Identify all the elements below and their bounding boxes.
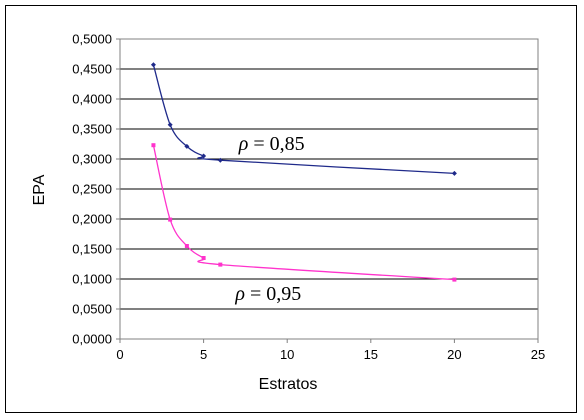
y-tick-label: 0,2500	[72, 182, 112, 197]
x-tick-label: 25	[531, 347, 545, 362]
x-tick-label: 5	[200, 347, 207, 362]
data-point	[185, 244, 189, 248]
data-point	[452, 171, 457, 176]
x-tick-label: 0	[116, 347, 123, 362]
x-axis-ticks: 0 5 10 15 20 25	[116, 339, 545, 362]
y-axis-label: EPA	[31, 174, 48, 205]
rho-annotation-2: ρ = 0,95	[234, 283, 301, 305]
y-tick-label: 0,1000	[72, 272, 112, 287]
data-point	[168, 218, 172, 222]
y-tick-label: 0,1500	[72, 242, 112, 257]
y-tick-label: 0,0000	[72, 332, 112, 347]
grid-lines	[120, 69, 538, 309]
y-tick-label: 0,5000	[72, 32, 112, 47]
y-tick-label: 0,2000	[72, 212, 112, 227]
data-point	[168, 122, 173, 127]
data-point	[218, 263, 222, 267]
y-tick-label: 0,4000	[72, 92, 112, 107]
data-point	[218, 158, 223, 163]
x-tick-label: 15	[364, 347, 378, 362]
x-tick-label: 10	[280, 347, 294, 362]
data-point	[151, 62, 156, 67]
y-tick-label: 0,4500	[72, 62, 112, 77]
series-line-1	[153, 65, 454, 174]
x-tick-label: 20	[447, 347, 461, 362]
y-tick-label: 0,3000	[72, 152, 112, 167]
data-point	[151, 143, 155, 147]
y-tick-label: 0,0500	[72, 302, 112, 317]
y-axis-ticks: 0,0000 0,0500 0,1000 0,1500 0,2000 0,2500 0,30…	[72, 32, 120, 347]
x-axis-label: Estratos	[259, 376, 318, 393]
y-tick-label: 0,3500	[72, 122, 112, 137]
rho-annotation-1: ρ = 0,85	[238, 133, 305, 155]
data-point	[202, 256, 206, 260]
data-point	[452, 278, 456, 282]
